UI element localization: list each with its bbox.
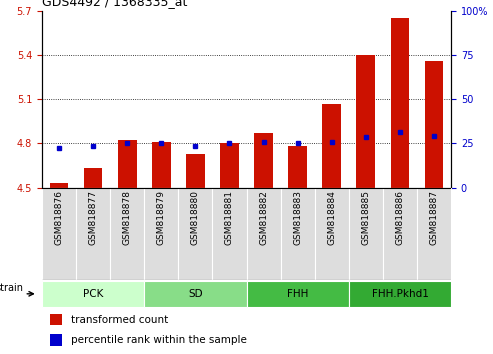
Text: FHH: FHH <box>287 289 308 299</box>
Text: strain: strain <box>0 282 23 293</box>
Bar <box>288 146 307 188</box>
Bar <box>84 169 103 188</box>
FancyBboxPatch shape <box>383 188 417 280</box>
Text: GSM818884: GSM818884 <box>327 190 336 245</box>
FancyBboxPatch shape <box>42 188 76 280</box>
Bar <box>152 142 171 188</box>
Text: percentile rank within the sample: percentile rank within the sample <box>70 335 246 345</box>
Text: GSM818882: GSM818882 <box>259 190 268 245</box>
Bar <box>50 183 69 188</box>
FancyBboxPatch shape <box>246 281 349 307</box>
FancyBboxPatch shape <box>417 188 451 280</box>
FancyBboxPatch shape <box>315 188 349 280</box>
Text: GDS4492 / 1368335_at: GDS4492 / 1368335_at <box>42 0 187 8</box>
Text: GSM818883: GSM818883 <box>293 190 302 245</box>
Text: transformed count: transformed count <box>70 315 168 325</box>
FancyBboxPatch shape <box>281 188 315 280</box>
Text: GSM818876: GSM818876 <box>54 190 64 245</box>
FancyBboxPatch shape <box>42 281 144 307</box>
Bar <box>254 133 273 188</box>
Text: FHH.Pkhd1: FHH.Pkhd1 <box>372 289 428 299</box>
FancyBboxPatch shape <box>212 188 246 280</box>
Text: GSM818878: GSM818878 <box>123 190 132 245</box>
Text: GSM818885: GSM818885 <box>361 190 370 245</box>
Bar <box>50 314 62 325</box>
Text: GSM818880: GSM818880 <box>191 190 200 245</box>
FancyBboxPatch shape <box>178 188 212 280</box>
Text: PCK: PCK <box>83 289 103 299</box>
Bar <box>186 154 205 188</box>
Bar <box>220 143 239 188</box>
FancyBboxPatch shape <box>76 188 110 280</box>
Bar <box>424 61 443 188</box>
FancyBboxPatch shape <box>349 281 451 307</box>
FancyBboxPatch shape <box>110 188 144 280</box>
FancyBboxPatch shape <box>144 188 178 280</box>
FancyBboxPatch shape <box>144 281 246 307</box>
Bar <box>322 103 341 188</box>
Bar <box>390 18 409 188</box>
Bar <box>118 141 137 188</box>
Text: GSM818881: GSM818881 <box>225 190 234 245</box>
Bar <box>356 55 375 188</box>
Text: SD: SD <box>188 289 203 299</box>
Text: GSM818886: GSM818886 <box>395 190 404 245</box>
Text: GSM818877: GSM818877 <box>89 190 98 245</box>
Text: GSM818879: GSM818879 <box>157 190 166 245</box>
Text: GSM818887: GSM818887 <box>429 190 439 245</box>
Bar <box>50 334 62 346</box>
FancyBboxPatch shape <box>349 188 383 280</box>
FancyBboxPatch shape <box>246 188 281 280</box>
